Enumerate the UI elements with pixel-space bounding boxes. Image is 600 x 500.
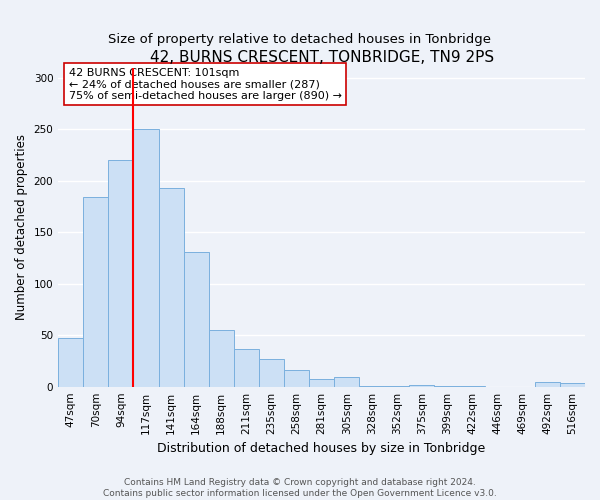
Bar: [209, 330, 234, 386]
Bar: [309, 380, 334, 386]
Title: 42, BURNS CRESCENT, TONBRIDGE, TN9 2PS: 42, BURNS CRESCENT, TONBRIDGE, TN9 2PS: [149, 50, 494, 65]
Bar: [535, 382, 560, 386]
Bar: [184, 252, 209, 386]
Bar: [158, 188, 184, 386]
Bar: [83, 198, 109, 386]
Bar: [409, 384, 434, 386]
Bar: [334, 378, 359, 386]
Text: Contains HM Land Registry data © Crown copyright and database right 2024.
Contai: Contains HM Land Registry data © Crown c…: [103, 478, 497, 498]
Bar: [259, 359, 284, 386]
Bar: [560, 382, 585, 386]
Text: Size of property relative to detached houses in Tonbridge: Size of property relative to detached ho…: [109, 32, 491, 46]
Y-axis label: Number of detached properties: Number of detached properties: [15, 134, 28, 320]
Bar: [109, 160, 133, 386]
Bar: [58, 338, 83, 386]
Bar: [133, 130, 158, 386]
X-axis label: Distribution of detached houses by size in Tonbridge: Distribution of detached houses by size …: [157, 442, 486, 455]
Bar: [234, 348, 259, 387]
Bar: [284, 370, 309, 386]
Text: 42 BURNS CRESCENT: 101sqm
← 24% of detached houses are smaller (287)
75% of semi: 42 BURNS CRESCENT: 101sqm ← 24% of detac…: [69, 68, 342, 101]
